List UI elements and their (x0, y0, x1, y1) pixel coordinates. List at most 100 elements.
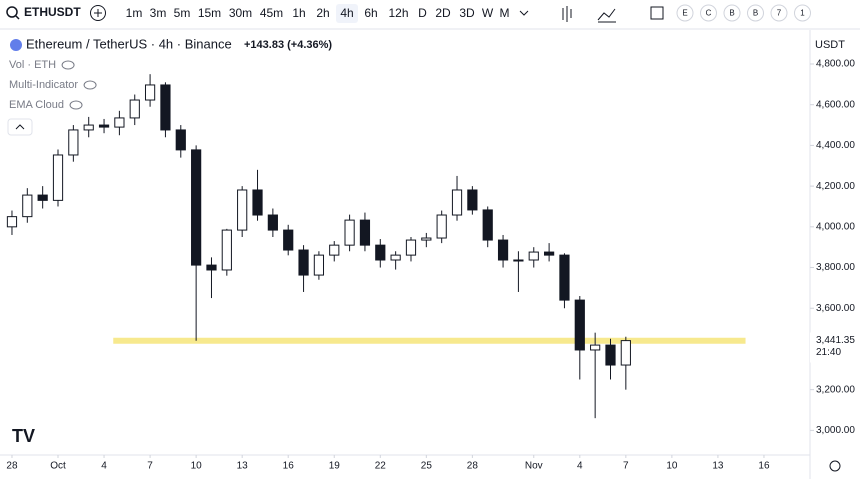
candle-body (52, 154, 64, 201)
toolbar-letter-bg[interactable] (676, 4, 694, 22)
x-tick-label: 16 (283, 461, 295, 472)
candle-body (359, 219, 371, 246)
candle-body (405, 239, 417, 256)
candle-body (620, 340, 631, 366)
x-tick-label: 10 (191, 461, 203, 472)
search-icon[interactable] (6, 6, 18, 18)
x-tick-label: 4 (577, 461, 583, 472)
candle-body (175, 129, 186, 151)
candle-body (37, 194, 48, 201)
indicator-label: Vol · ETH (9, 59, 56, 71)
change: +143.83 (+4.36%) (244, 39, 332, 51)
x-tick-label: 13 (712, 461, 724, 472)
interval[interactable]: 1h (292, 6, 305, 20)
x-tick-label: 10 (666, 461, 678, 472)
tv-logo: TV (12, 426, 35, 446)
interval[interactable]: 1m (126, 6, 143, 20)
x-tick-label: 13 (237, 461, 249, 472)
y-tick-label: 4,000.00 (816, 221, 855, 232)
hide-icon[interactable] (83, 80, 97, 90)
toolbar-letter-bg[interactable] (723, 4, 741, 22)
interval[interactable]: 15m (198, 6, 221, 20)
candle-body (421, 237, 432, 241)
indicator-label: Multi-Indicator (9, 79, 78, 91)
candle-body (114, 117, 125, 128)
candle-body (467, 189, 478, 211)
interval[interactable]: 4h (340, 6, 353, 20)
candle-body (68, 129, 79, 156)
add-symbol[interactable] (90, 5, 106, 21)
indicator-label: EMA Cloud (9, 99, 64, 111)
toolbar-letter: C (706, 9, 712, 18)
toolbar-letter: B (753, 9, 758, 18)
y-tick-label: 3,200.00 (816, 384, 855, 395)
toolbar-letter: 1 (800, 9, 805, 18)
currency[interactable]: USDT (815, 39, 845, 51)
search-icon-handle (15, 15, 20, 20)
candle-body (497, 239, 509, 261)
interval[interactable]: 5m (174, 6, 191, 20)
interval[interactable]: D (418, 6, 427, 20)
candle-body (191, 149, 202, 266)
interval[interactable]: W (482, 6, 494, 20)
toolbar-letter-bg[interactable] (747, 4, 764, 22)
candle-body (144, 84, 156, 101)
toolbar-letter-bg[interactable] (770, 4, 788, 22)
candle-body (574, 299, 585, 351)
candle-body (436, 214, 447, 239)
interval[interactable]: 30m (229, 6, 252, 20)
toolbar-letter: B (729, 9, 734, 18)
x-tick-label: 25 (421, 461, 433, 472)
x-tick-label: 16 (758, 461, 770, 472)
interval[interactable]: 12h (388, 6, 408, 20)
interval[interactable]: 45m (260, 6, 283, 20)
candle-body (528, 251, 539, 261)
y-tick-label: 4,600.00 (816, 99, 855, 110)
interval[interactable]: M (500, 6, 510, 20)
candle-body (252, 189, 263, 216)
candle-body (329, 244, 340, 256)
interval[interactable]: 3m (150, 6, 167, 20)
interval[interactable]: 3D (459, 6, 475, 20)
x-tick-label: 7 (623, 461, 629, 472)
countdown: 21:40 (816, 347, 841, 358)
x-tick-label: 28 (6, 461, 18, 472)
candle-body (390, 254, 401, 261)
candle-body (129, 99, 140, 119)
y-tick-label: 3,000.00 (816, 425, 855, 436)
interval-dropdown[interactable] (519, 10, 529, 16)
toolbar-letter: E (682, 9, 687, 18)
interval[interactable]: 2D (435, 6, 451, 20)
candle-body (344, 219, 355, 246)
toolbar-letter-bg[interactable] (794, 4, 811, 22)
layout-icon[interactable] (650, 6, 664, 20)
y-tick-label: 3,800.00 (816, 262, 855, 273)
interval[interactable]: 6h (364, 6, 377, 20)
interval[interactable]: 2h (316, 6, 329, 20)
candle-body (83, 124, 94, 131)
candle-body (590, 344, 601, 351)
x-tick-label: 4 (101, 461, 107, 472)
chart-title: Ethereum / TetherUS · 4h · Binance (26, 36, 232, 51)
collapse-button[interactable] (7, 118, 33, 136)
candle-body (206, 264, 217, 271)
active-interval-bg (336, 4, 358, 23)
symbol[interactable]: ETHUSDT (24, 5, 81, 19)
candle-body (267, 214, 278, 231)
chart-type-icon[interactable] (562, 6, 572, 22)
candle-body (98, 124, 110, 128)
last-price-box (810, 332, 860, 363)
candle-body (605, 344, 616, 366)
candle-body (313, 254, 325, 276)
candle-body (544, 251, 555, 256)
candle-body (6, 216, 18, 228)
hide-icon[interactable] (69, 100, 83, 110)
toolbar-letter-bg[interactable] (700, 4, 717, 22)
settings-icon[interactable] (829, 460, 841, 472)
eth-logo (10, 39, 22, 51)
candle-body (298, 249, 309, 276)
indicators-icon[interactable] (597, 8, 616, 23)
candle-body (451, 189, 463, 216)
hide-icon[interactable] (61, 60, 75, 70)
